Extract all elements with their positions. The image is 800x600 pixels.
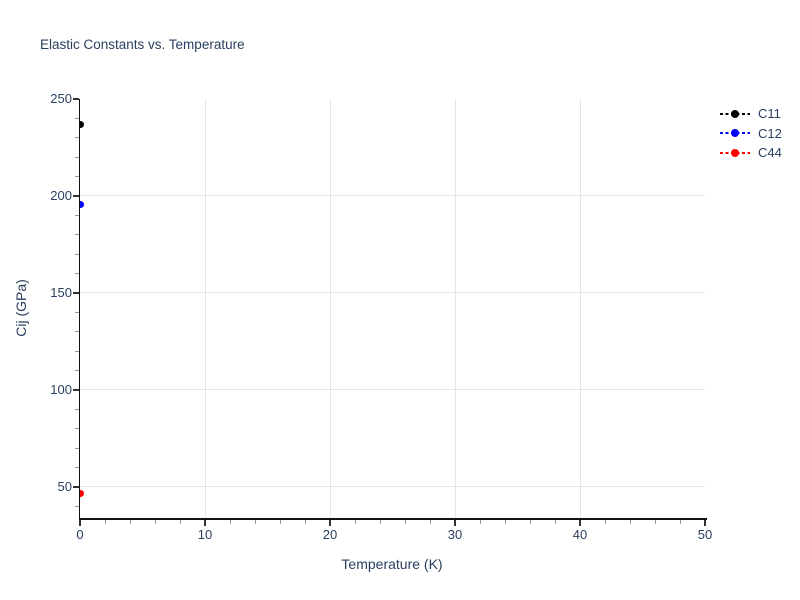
legend-item-c11[interactable]: C11 — [720, 104, 782, 124]
y-minor-tick — [75, 273, 79, 275]
y-tick-label: 200 — [50, 187, 72, 203]
x-tick-label: 10 — [197, 527, 213, 542]
legend-line-sample — [720, 129, 750, 138]
x-minor-tick — [529, 519, 531, 524]
legend: C11 C12 C44 — [720, 104, 782, 163]
data-point-c11 — [80, 120, 84, 128]
legend-item-c44[interactable]: C44 — [720, 143, 782, 163]
y-major-tick — [73, 98, 79, 100]
x-minor-tick — [629, 519, 631, 524]
y-tick-label: 100 — [50, 381, 72, 397]
x-major-tick — [704, 519, 706, 526]
x-gridline — [579, 99, 581, 518]
x-major-tick — [329, 519, 331, 526]
y-tick-label: 250 — [50, 91, 72, 106]
x-minor-tick — [129, 519, 131, 524]
x-minor-tick — [154, 519, 156, 524]
x-minor-tick — [104, 519, 106, 524]
legend-line-sample — [720, 148, 750, 157]
x-minor-tick — [679, 519, 681, 524]
x-minor-tick — [179, 519, 181, 524]
legend-line-sample — [720, 109, 750, 118]
y-minor-tick — [75, 331, 79, 333]
x-major-tick — [79, 519, 81, 526]
x-major-tick — [454, 519, 456, 526]
data-point-c44 — [80, 490, 84, 498]
y-minor-tick — [75, 234, 79, 236]
x-gridline — [329, 99, 331, 518]
y-minor-tick — [75, 428, 79, 430]
legend-item-label: C11 — [758, 106, 781, 122]
y-gridline — [80, 486, 705, 488]
y-major-tick — [73, 486, 79, 488]
y-major-tick — [73, 195, 79, 197]
x-minor-tick — [654, 519, 656, 524]
y-minor-tick — [75, 370, 79, 372]
x-gridline — [454, 99, 456, 518]
y-minor-tick — [75, 156, 79, 158]
circle-marker-icon — [731, 148, 739, 157]
x-minor-tick — [279, 519, 281, 524]
x-minor-tick — [504, 519, 506, 524]
y-tick-label: 50 — [57, 478, 72, 494]
x-minor-tick — [429, 519, 431, 524]
x-minor-tick — [479, 519, 481, 524]
y-minor-tick — [75, 467, 79, 469]
x-minor-tick — [254, 519, 256, 524]
y-minor-tick — [75, 253, 79, 255]
y-gridline — [80, 389, 705, 391]
x-tick-label: 40 — [572, 527, 588, 542]
x-minor-tick — [304, 519, 306, 524]
x-minor-tick — [604, 519, 606, 524]
x-minor-tick — [554, 519, 556, 524]
y-major-tick — [73, 292, 79, 294]
legend-item-c12[interactable]: C12 — [720, 124, 782, 144]
x-minor-tick — [354, 519, 356, 524]
legend-item-label: C12 — [758, 125, 782, 141]
y-minor-tick — [75, 447, 79, 449]
x-axis-label: Temperature (K) — [341, 556, 443, 572]
y-minor-tick — [75, 350, 79, 352]
chart-title: Elastic Constants vs. Temperature — [40, 37, 245, 52]
x-tick-label: 20 — [322, 527, 338, 542]
circle-marker-icon — [731, 129, 739, 138]
x-major-tick — [579, 519, 581, 526]
y-minor-tick — [75, 137, 79, 139]
x-tick-label: 0 — [76, 527, 84, 542]
x-tick-label: 30 — [447, 527, 463, 542]
x-minor-tick — [379, 519, 381, 524]
y-minor-tick — [75, 408, 79, 410]
y-minor-tick — [75, 505, 79, 507]
y-minor-tick — [75, 311, 79, 313]
y-gridline — [80, 195, 705, 197]
y-major-tick — [73, 389, 79, 391]
y-minor-tick — [75, 176, 79, 178]
y-gridline — [80, 292, 705, 294]
x-axis-line — [78, 518, 707, 520]
y-axis-label: Cij (GPa) — [13, 279, 29, 337]
x-tick-label: 50 — [697, 527, 713, 542]
x-minor-tick — [404, 519, 406, 524]
data-point-c12 — [80, 201, 84, 209]
legend-item-label: C44 — [758, 145, 782, 161]
y-minor-tick — [75, 117, 79, 119]
x-minor-tick — [229, 519, 231, 524]
y-minor-tick — [75, 214, 79, 216]
x-major-tick — [204, 519, 206, 526]
x-gridline — [204, 99, 206, 518]
y-axis-line — [78, 99, 80, 519]
plot-area — [80, 99, 705, 518]
circle-marker-icon — [731, 109, 739, 118]
y-tick-label: 150 — [50, 284, 72, 300]
